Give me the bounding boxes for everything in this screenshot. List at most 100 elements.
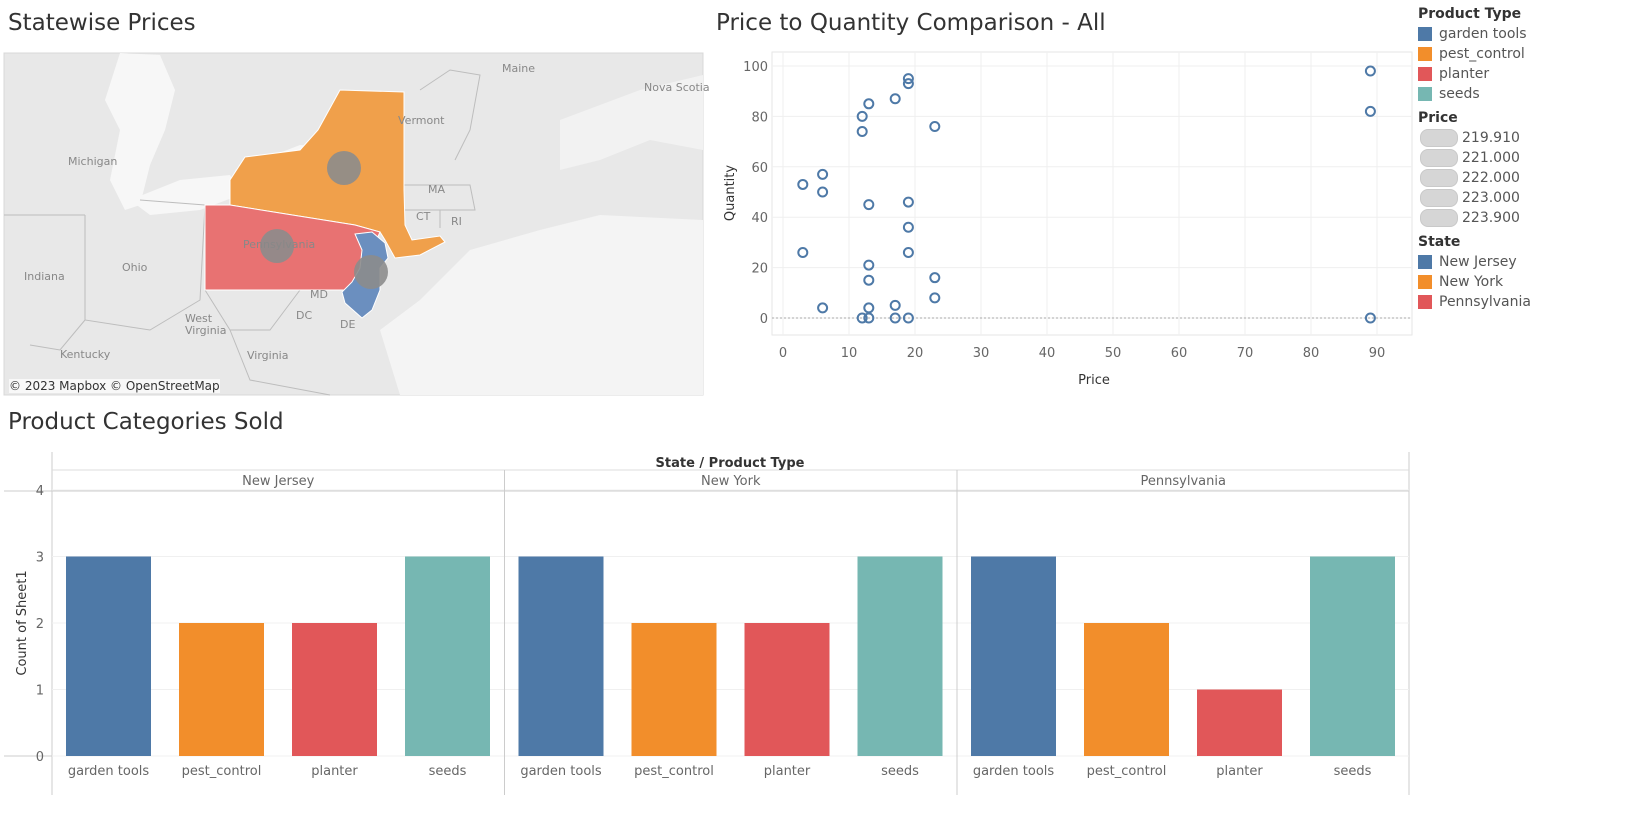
legend-size-swatch (1420, 169, 1458, 187)
bar-category-label: pest_control (1087, 764, 1167, 779)
bar-category-label: seeds (881, 764, 919, 779)
bar[interactable] (744, 623, 830, 756)
bar[interactable] (66, 556, 151, 757)
scatter-area (771, 51, 1413, 336)
legend-swatch (1418, 295, 1432, 309)
legend-label: New York (1439, 274, 1504, 290)
legend-item-product-type[interactable]: seeds (1418, 84, 1638, 104)
legend-item-price[interactable]: 219.910 (1418, 128, 1638, 148)
legend-item-state[interactable]: Pennsylvania (1418, 292, 1638, 312)
scatter-point[interactable] (929, 120, 941, 132)
bar[interactable] (1197, 689, 1282, 757)
bar[interactable] (292, 623, 377, 756)
legend-item-state[interactable]: New York (1418, 272, 1638, 292)
scatter-point[interactable] (1364, 105, 1376, 117)
scatter-point[interactable] (902, 73, 914, 85)
scatter-point[interactable] (902, 221, 914, 233)
scatter-point[interactable] (902, 196, 914, 208)
scatter-point[interactable] (929, 292, 941, 304)
legend-swatch (1418, 67, 1432, 81)
legend-label: seeds (1439, 86, 1480, 102)
bar-category-label: seeds (429, 764, 467, 779)
bar-category-label: planter (764, 764, 811, 779)
y-axis-label: Quantity (723, 165, 738, 221)
map-attribution[interactable]: © 2023 Mapbox © OpenStreetMap (9, 379, 220, 393)
scatter-point[interactable] (797, 178, 809, 190)
legend-size-swatch (1420, 209, 1458, 227)
scatter-point[interactable] (1364, 312, 1376, 324)
scatter-point[interactable] (856, 312, 868, 324)
scatter-point[interactable] (863, 302, 875, 314)
legend-size-swatch (1420, 129, 1458, 147)
bar-category-label: planter (311, 764, 358, 779)
legend-item-price[interactable]: 222.000 (1418, 168, 1638, 188)
legend-item-state[interactable]: New Jersey (1418, 252, 1638, 272)
scatter-point[interactable] (902, 246, 914, 258)
x-tick-label: 30 (973, 346, 990, 361)
scatter-point[interactable] (889, 299, 901, 311)
legend-label: pest_control (1439, 46, 1525, 62)
y-tick-label: 0 (760, 312, 768, 327)
scatter-point[interactable] (902, 78, 914, 90)
scatter-point[interactable] (863, 274, 875, 286)
scatter-point[interactable] (863, 259, 875, 271)
legend-size-swatch (1420, 189, 1458, 207)
scatter-point[interactable] (902, 312, 914, 324)
scatter-point[interactable] (863, 312, 875, 324)
y-tick-label: 20 (751, 262, 768, 277)
y-tick-label: 60 (751, 161, 768, 176)
scatter-point[interactable] (797, 246, 809, 258)
legend-label: 223.900 (1462, 210, 1520, 226)
legend-item-price[interactable]: 223.900 (1418, 208, 1638, 228)
legend-item-price[interactable]: 223.000 (1418, 188, 1638, 208)
scatter-point[interactable] (817, 186, 829, 198)
legend-label: 223.000 (1462, 190, 1520, 206)
legend-item-price[interactable]: 221.000 (1418, 148, 1638, 168)
bar-category-label: pest_control (182, 764, 262, 779)
legend-label: garden tools (1439, 26, 1527, 42)
bar[interactable] (857, 556, 943, 757)
bar[interactable] (1084, 623, 1169, 756)
bar-panel-header: New Jersey (242, 474, 314, 489)
bar-category-label: pest_control (634, 764, 714, 779)
bar-category-label: seeds (1334, 764, 1372, 779)
bar-y-tick-label: 0 (36, 750, 44, 765)
bar[interactable] (1310, 556, 1395, 757)
legend-swatch (1418, 27, 1432, 41)
bar-panel-header: Pennsylvania (1141, 474, 1226, 489)
scatter-title: Price to Quantity Comparison - All (716, 10, 1106, 36)
scatter-point[interactable] (817, 302, 829, 314)
legend-item-product-type[interactable]: planter (1418, 64, 1638, 84)
bar-chart: State / Product Type Count of Sheet1 0 1 2 3 4… (4, 452, 1410, 795)
bar[interactable] (631, 623, 717, 756)
scatter-point[interactable] (929, 272, 941, 284)
legend-label: 221.000 (1462, 150, 1520, 166)
bar-y-tick-label: 1 (36, 684, 44, 699)
legend-product-type-title: Product Type (1418, 6, 1522, 22)
bar[interactable] (405, 556, 490, 757)
x-tick-label: 50 (1105, 346, 1122, 361)
scatter-point[interactable] (889, 93, 901, 105)
legend-item-product-type[interactable]: garden tools (1418, 24, 1638, 44)
scatter-point[interactable] (889, 312, 901, 324)
scatter-point[interactable] (1364, 65, 1376, 77)
legend-swatch (1418, 275, 1432, 289)
bar[interactable] (971, 556, 1056, 757)
legend-label: New Jersey (1439, 254, 1517, 270)
y-tick-label: 40 (751, 211, 768, 226)
x-tick-label: 70 (1237, 346, 1254, 361)
scatter-point[interactable] (817, 168, 829, 180)
scatter-point[interactable] (856, 110, 868, 122)
y-tick-label: 100 (743, 60, 768, 75)
x-tick-label: 0 (779, 346, 787, 361)
scatter-point[interactable] (863, 199, 875, 211)
legend-item-product-type[interactable]: pest_control (1418, 44, 1638, 64)
scatter-plot: 0 10 20 30 40 50 60 70 80 90 0 20 40 60 80 100 Price Quan… (723, 51, 1413, 388)
scatter-point[interactable] (856, 126, 868, 138)
scatter-point[interactable] (863, 98, 875, 110)
bar[interactable] (179, 623, 264, 756)
bar-y-tick-label: 3 (36, 551, 44, 566)
bar[interactable] (518, 556, 604, 757)
legend-label: planter (1439, 66, 1490, 82)
